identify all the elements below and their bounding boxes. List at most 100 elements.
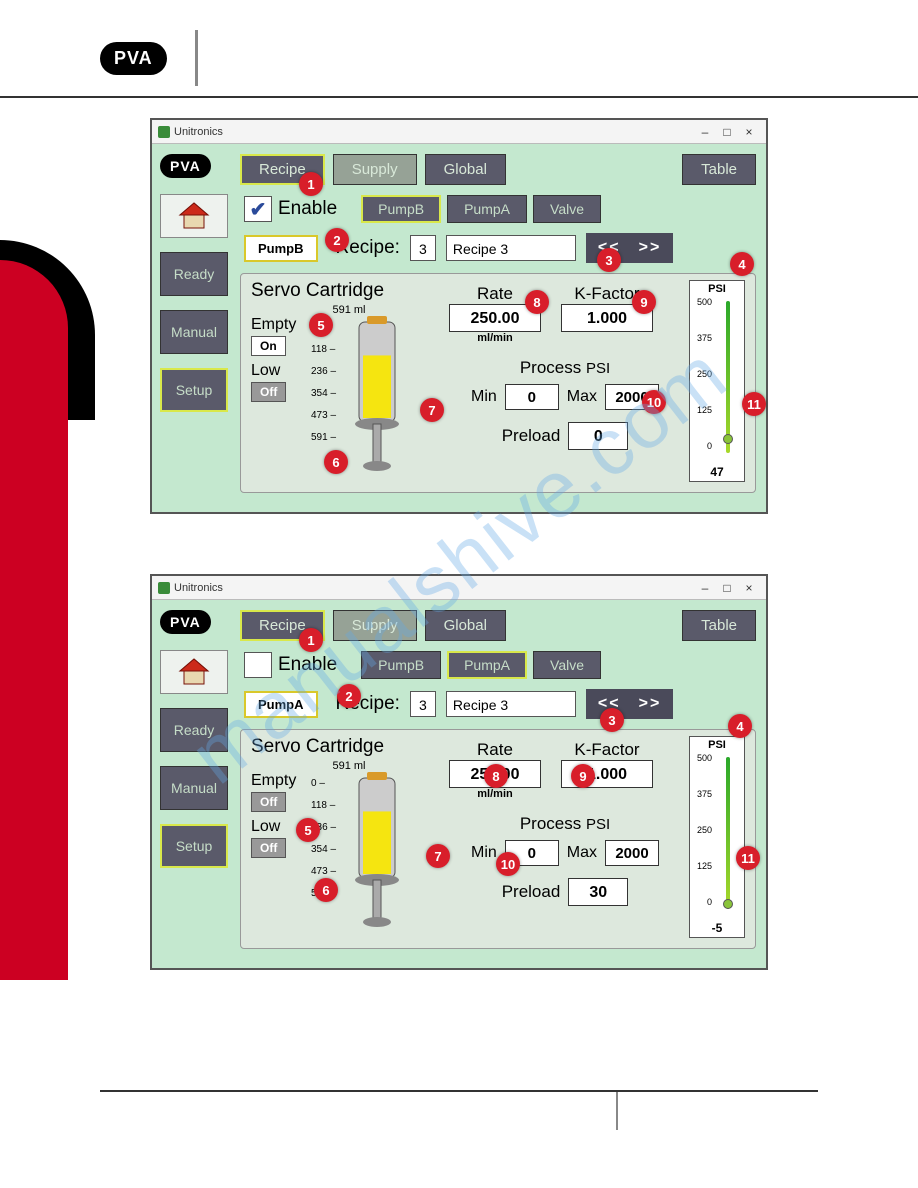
close-button[interactable]: × (738, 581, 760, 595)
callout-2: 2 (325, 228, 349, 252)
preload-value[interactable]: 30 (568, 878, 628, 906)
subtab-pumpa[interactable]: PumpA (447, 651, 527, 679)
manual-button[interactable]: Manual (160, 310, 228, 354)
pva-logo-small: PVA (160, 154, 211, 178)
subtab-pumpb[interactable]: PumpB (361, 195, 441, 223)
callout-4: 4 (728, 714, 752, 738)
callout-5: 5 (309, 313, 333, 337)
rate-label: Rate (449, 740, 541, 760)
preload-value[interactable]: 0 (568, 422, 628, 450)
recipe-name[interactable]: Recipe 3 (446, 235, 576, 261)
pva-logo-small: PVA (160, 610, 211, 634)
pump-indicator: PumpB (244, 235, 318, 262)
process-title: Process PSI (449, 814, 681, 834)
callout-6: 6 (314, 878, 338, 902)
process-max-value[interactable]: 2000 (605, 840, 659, 866)
rate-unit: ml/min (449, 332, 541, 344)
callout-10: 10 (496, 852, 520, 876)
callout-11: 11 (742, 392, 766, 416)
recipe-number[interactable]: 3 (410, 235, 436, 261)
servo-panel: Servo Cartridge 591 ml Empty Off Low (240, 729, 756, 949)
cartridge-section: Servo Cartridge 591 ml Empty On Low O (251, 280, 441, 482)
subtab-pumpb[interactable]: PumpB (361, 651, 441, 679)
maximize-button[interactable]: □ (716, 125, 738, 139)
app-icon (158, 582, 170, 594)
recipe-nav[interactable]: << >> (586, 689, 673, 719)
recipe-row: PumpA Recipe: 3 Recipe 3 << >> (240, 689, 756, 719)
home-icon (177, 657, 211, 687)
empty-label: Empty (251, 316, 311, 334)
callout-5: 5 (296, 818, 320, 842)
setup-button[interactable]: Setup (160, 824, 228, 868)
sidebar: PVA Ready Manual Setup (152, 600, 236, 968)
psi-indicator-dot (723, 434, 733, 444)
enable-label: Enable (278, 654, 337, 676)
subtab-pumpa[interactable]: PumpA (447, 195, 527, 223)
empty-label: Empty (251, 772, 311, 790)
process-max-label: Max (567, 388, 597, 406)
callout-6: 6 (324, 450, 348, 474)
psi-label: PSI (708, 283, 726, 295)
manual-button[interactable]: Manual (160, 766, 228, 810)
callout-7: 7 (420, 398, 444, 422)
recipe-next[interactable]: >> (639, 695, 662, 713)
recipe-name[interactable]: Recipe 3 (446, 691, 576, 717)
servo-panel: Servo Cartridge 591 ml Empty On Low O (240, 273, 756, 493)
tab-table[interactable]: Table (682, 154, 756, 185)
psi-value: -5 (712, 921, 723, 935)
close-button[interactable]: × (738, 125, 760, 139)
pva-logo: PVA (100, 42, 167, 75)
enable-checkbox[interactable]: ✔ (244, 196, 272, 222)
tab-global[interactable]: Global (425, 154, 506, 185)
process-title: Process PSI (449, 358, 681, 378)
psi-value: 47 (710, 465, 723, 479)
psi-label: PSI (708, 739, 726, 751)
screenshot-0: Unitronics – □ × 1234567891011 PVA Ready… (150, 118, 768, 514)
process-min-label: Min (471, 388, 497, 406)
ready-button[interactable]: Ready (160, 708, 228, 752)
callout-2: 2 (337, 684, 361, 708)
psi-bar (718, 757, 738, 909)
enable-checkbox[interactable] (244, 652, 272, 678)
setup-button[interactable]: Setup (160, 368, 228, 412)
window-title: Unitronics (174, 126, 223, 138)
cartridge-volume: 591 ml (319, 304, 379, 316)
low-value[interactable]: Off (251, 382, 286, 402)
recipe-next[interactable]: >> (639, 239, 662, 257)
minimize-button[interactable]: – (694, 125, 716, 139)
process-min-label: Min (471, 844, 497, 862)
low-value[interactable]: Off (251, 838, 286, 858)
callout-10: 10 (642, 390, 666, 414)
servo-title: Servo Cartridge (251, 280, 441, 302)
home-button[interactable] (160, 194, 228, 238)
subtab-valve[interactable]: Valve (533, 651, 601, 679)
home-button[interactable] (160, 650, 228, 694)
callout-7: 7 (426, 844, 450, 868)
callout-11: 11 (736, 846, 760, 870)
cartridge-graphic (347, 772, 407, 940)
process-min-value[interactable]: 0 (505, 384, 559, 410)
cartridge-volume: 591 ml (319, 760, 379, 772)
tab-supply[interactable]: Supply (333, 610, 417, 641)
callout-3: 3 (600, 708, 624, 732)
empty-value[interactable]: On (251, 336, 286, 356)
low-label: Low (251, 362, 311, 380)
sensors: Empty Off Low Off (251, 772, 311, 940)
psi-gauge: PSI 5003752501250 -5 (689, 736, 745, 938)
window-titlebar: Unitronics – □ × (152, 120, 766, 144)
minimize-button[interactable]: – (694, 581, 716, 595)
empty-value[interactable]: Off (251, 792, 286, 812)
logo-wrap: PVA (100, 30, 198, 86)
recipe-row: PumpB Recipe: 3 Recipe 3 << >> (240, 233, 756, 263)
ready-button[interactable]: Ready (160, 252, 228, 296)
tab-global[interactable]: Global (425, 610, 506, 641)
tab-supply[interactable]: Supply (333, 154, 417, 185)
screenshot-1: Unitronics – □ × 1234567891011 PVA Ready… (150, 574, 768, 970)
footer-divider (100, 1090, 818, 1130)
maximize-button[interactable]: □ (716, 581, 738, 595)
subtab-valve[interactable]: Valve (533, 195, 601, 223)
tab-table[interactable]: Table (682, 610, 756, 641)
sensors: Empty On Low Off (251, 316, 311, 484)
params-section: Rate 250.00 ml/min K-Factor 1.000 Proces… (449, 736, 681, 938)
recipe-number[interactable]: 3 (410, 691, 436, 717)
